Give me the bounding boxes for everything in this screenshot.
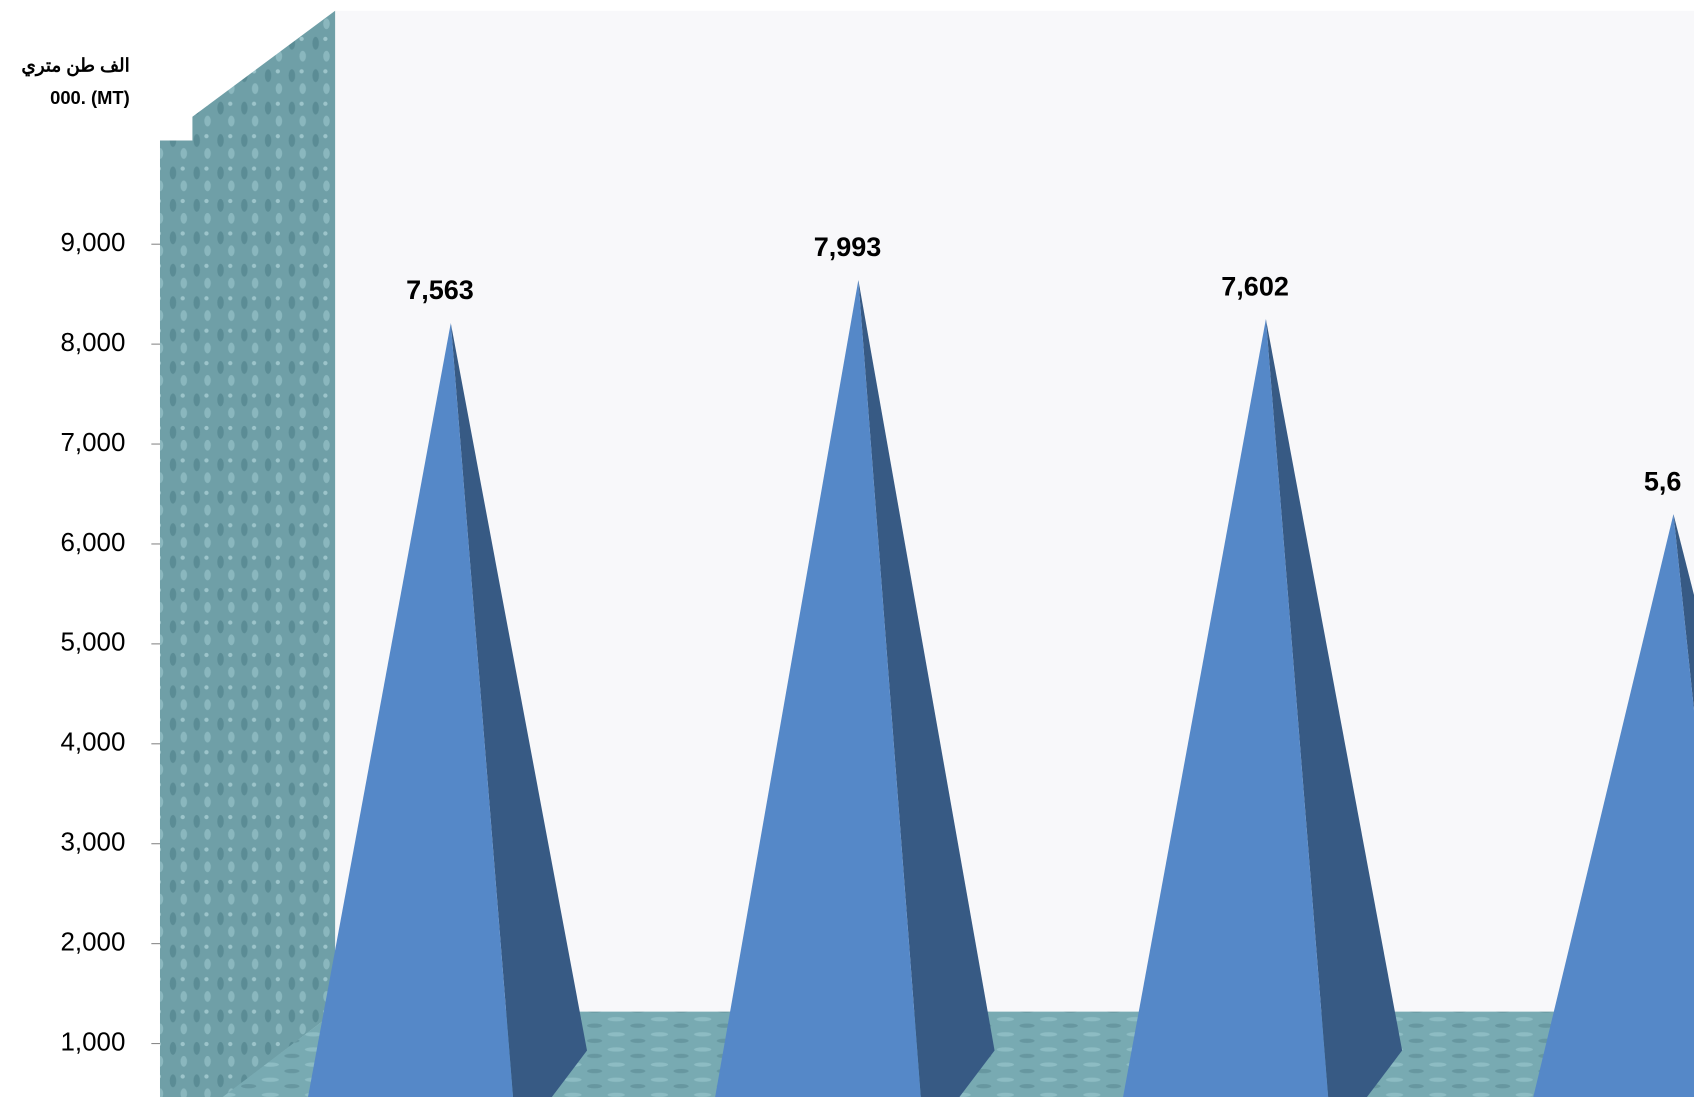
- pyramid: [1533, 514, 1694, 1097]
- pyramid-side: [858, 279, 995, 1097]
- y-axis-title: 000. (MT): [50, 87, 130, 108]
- y-tick-label: 9,000: [60, 229, 125, 257]
- y-tick-label: 7,000: [60, 429, 125, 457]
- y-tick-label: 8,000: [60, 329, 125, 357]
- y-tick-label: 4,000: [60, 729, 125, 757]
- series: [308, 279, 1694, 1097]
- pyramid-side: [1265, 319, 1403, 1097]
- y-tick-label: 6,000: [60, 529, 125, 557]
- pyramid: [308, 322, 514, 1097]
- pyramid: [1123, 319, 1329, 1097]
- y-axis-title: الف طن متري: [21, 54, 129, 76]
- y-tick-label: 2,000: [60, 928, 125, 956]
- pyramid: [715, 279, 921, 1097]
- y-tick-label: 5,000: [60, 629, 125, 657]
- value-label: 5,6: [1644, 466, 1682, 496]
- back-wall: [159, 10, 336, 1097]
- pyramid-side: [450, 322, 588, 1097]
- y-tick-label: 1,000: [60, 1028, 125, 1056]
- value-label: 7,993: [814, 232, 882, 262]
- value-label: 7,563: [406, 275, 474, 305]
- y-tick-label: 3,000: [60, 829, 125, 857]
- value-label: 7,602: [1221, 271, 1289, 301]
